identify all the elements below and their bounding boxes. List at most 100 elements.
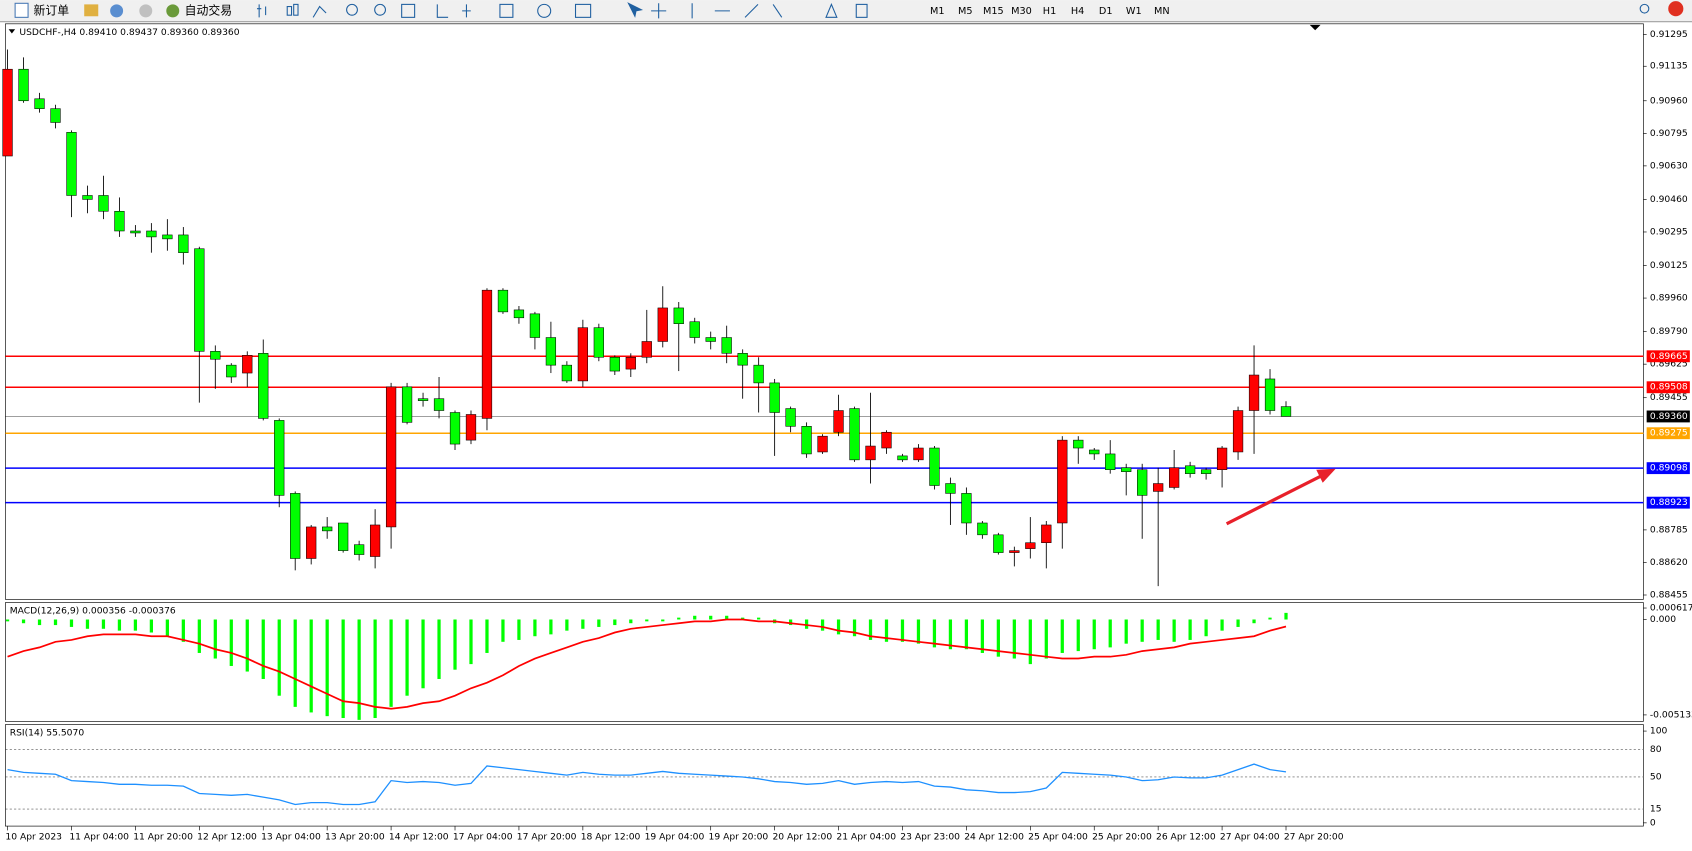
x-tick-label: 17 Apr 20:00: [517, 831, 577, 842]
macd-bar: [277, 619, 281, 696]
y-tick-label: 0.90125: [1650, 260, 1688, 271]
macd-bar: [932, 619, 937, 648]
tool-icon[interactable]: [651, 2, 838, 19]
macd-bar: [501, 619, 505, 642]
macd-bar: [37, 619, 42, 626]
macd-bar: [117, 619, 122, 631]
level-label-bg: [1646, 350, 1690, 363]
candle-body: [290, 493, 301, 559]
timeframe-button[interactable]: H4: [1071, 6, 1084, 17]
candle-body: [897, 455, 908, 461]
level-label: 0.89665: [1650, 351, 1688, 362]
macd-bar: [197, 619, 201, 653]
zoom-in[interactable]: [346, 3, 358, 16]
timeframe-button[interactable]: W1: [1126, 6, 1142, 17]
macd-bar: [133, 619, 138, 631]
macd-bar: [469, 619, 473, 665]
chart-tools: [256, 2, 1650, 19]
new-order[interactable]: 新订单: [33, 3, 69, 17]
macd-label: MACD(12,26,9) 0.000356 -0.000376: [10, 606, 176, 617]
tile[interactable]: [401, 3, 416, 18]
candle-body: [1184, 465, 1196, 474]
y-tick-label: 0.89790: [1650, 326, 1688, 337]
y-tick-label: 0.90460: [1650, 194, 1688, 205]
candle-body: [561, 364, 573, 382]
candle-body: [1009, 550, 1020, 553]
macd-bar: [948, 619, 953, 650]
timeframe-button[interactable]: M1: [930, 6, 945, 17]
tool-icon[interactable]: [436, 4, 471, 18]
tool-icon[interactable]: [293, 3, 299, 16]
cursor[interactable]: [627, 2, 644, 18]
y-tick-label: -0.005133: [1650, 709, 1692, 720]
macd-bar: [757, 617, 761, 620]
candle-body: [385, 386, 397, 528]
candle-body: [401, 386, 413, 423]
tool-icon[interactable]: [110, 4, 124, 18]
tool-icon[interactable]: [84, 4, 99, 17]
marks: 0.91295 0.91135 0.90960 0.90795 0.90630 0.904…: [2, 29, 1692, 842]
tool-icon[interactable]: [855, 3, 868, 18]
candle-body: [881, 431, 892, 449]
shift-marker: [1309, 24, 1321, 31]
candle-body: [1248, 374, 1260, 411]
timeframe-button[interactable]: M15: [983, 6, 1004, 17]
macd-bar: [21, 619, 26, 624]
candle-body: [1121, 467, 1132, 472]
auto-trading-icon[interactable]: [166, 4, 180, 18]
tool-icon[interactable]: [256, 4, 267, 18]
candle-body: [1216, 447, 1228, 470]
macd-bar: [581, 619, 585, 629]
candle-body: [449, 412, 461, 445]
new-order-icon[interactable]: [14, 2, 29, 18]
candle-body: [417, 398, 429, 401]
auto-trading[interactable]: 自动交易: [185, 3, 232, 17]
tool-icon[interactable]: [139, 4, 153, 18]
search[interactable]: [1639, 3, 1650, 14]
candle-body: [673, 307, 684, 324]
macd-bar: [245, 619, 249, 672]
x-tick-label: 10 Apr 2023: [5, 831, 62, 842]
y-tick-label: 0.89960: [1650, 293, 1688, 304]
notifications[interactable]: [1668, 1, 1684, 17]
macd-bar: [181, 619, 185, 642]
periods[interactable]: [537, 3, 552, 18]
toolbar: 新订单 自动交易 M1 M5 M15 M30 H1 H4 D1 W1 MN: [0, 0, 1692, 23]
macd-bar: [565, 619, 569, 631]
candle-body: [369, 524, 381, 557]
candle-body: [817, 435, 828, 453]
macd-bar: [741, 617, 745, 620]
templates[interactable]: [574, 3, 592, 18]
y-tick-label: 50: [1650, 771, 1662, 782]
macd-bar: [1124, 619, 1128, 644]
x-tick-label: 27 Apr 20:00: [1284, 831, 1344, 842]
timeframe-button[interactable]: M30: [1011, 6, 1032, 17]
timeframe-button[interactable]: D1: [1099, 6, 1113, 17]
candle-body: [865, 445, 876, 461]
indicators[interactable]: [499, 3, 514, 18]
timeframe-button[interactable]: H1: [1043, 6, 1056, 17]
y-tick-label: 0.91135: [1650, 61, 1688, 72]
macd-bar: [709, 615, 713, 620]
zoom-out[interactable]: [374, 3, 387, 16]
level-label-bg: [1646, 427, 1690, 440]
candle-body: [194, 248, 205, 352]
x-tick-label: 19 Apr 20:00: [709, 831, 769, 842]
x-tick-label: 25 Apr 20:00: [1092, 831, 1152, 842]
macd-bar: [1220, 619, 1224, 631]
macd-bar: [1044, 619, 1048, 659]
timeframe-button[interactable]: M5: [958, 6, 973, 17]
candle-body: [641, 341, 652, 358]
macd-bar: [213, 619, 217, 659]
annotation-arrow: [1225, 468, 1336, 526]
timeframe-button[interactable]: MN: [1154, 6, 1170, 17]
macd-bar: [693, 615, 697, 620]
tool-icon[interactable]: [312, 5, 327, 18]
y-tick-label: 0.91295: [1650, 29, 1688, 40]
tool-icon[interactable]: [286, 6, 293, 16]
candle-body: [130, 230, 141, 234]
x-tick-label: 24 Apr 12:00: [964, 831, 1024, 842]
macd-bar: [69, 619, 74, 627]
candle-body: [577, 327, 588, 382]
